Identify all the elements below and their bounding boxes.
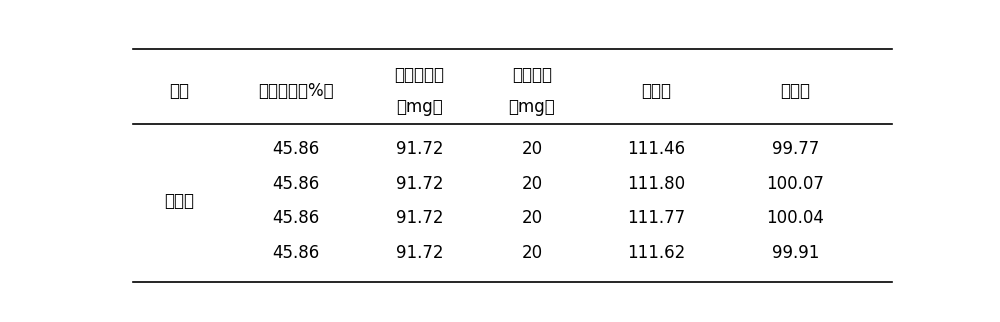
Text: 测定量: 测定量 <box>641 82 671 100</box>
Text: 45.86: 45.86 <box>272 209 319 227</box>
Text: 45.86: 45.86 <box>272 244 319 262</box>
Text: 20: 20 <box>521 175 542 193</box>
Text: 111.80: 111.80 <box>627 175 685 193</box>
Text: 99.91: 99.91 <box>772 244 819 262</box>
Text: 100.04: 100.04 <box>766 209 824 227</box>
Text: 45.86: 45.86 <box>272 140 319 158</box>
Text: 20: 20 <box>521 244 542 262</box>
Text: 111.62: 111.62 <box>627 244 685 262</box>
Text: （mg）: （mg） <box>509 98 555 116</box>
Text: 91.72: 91.72 <box>396 244 443 262</box>
Text: 试样: 试样 <box>169 82 189 100</box>
Text: （mg）: （mg） <box>396 98 443 116</box>
Text: 试样含碲（%）: 试样含碲（%） <box>258 82 333 100</box>
Text: 111.77: 111.77 <box>627 209 685 227</box>
Text: 试样含碲量: 试样含碲量 <box>394 66 444 84</box>
Text: 99.77: 99.77 <box>772 140 819 158</box>
Text: 回收率: 回收率 <box>780 82 810 100</box>
Text: 91.72: 91.72 <box>396 209 443 227</box>
Text: 91.72: 91.72 <box>396 175 443 193</box>
Text: 45.86: 45.86 <box>272 175 319 193</box>
Text: 111.46: 111.46 <box>627 140 685 158</box>
Text: 20: 20 <box>521 209 542 227</box>
Text: 加入碲量: 加入碲量 <box>512 66 552 84</box>
Text: 91.72: 91.72 <box>396 140 443 158</box>
Text: 20: 20 <box>521 140 542 158</box>
Text: 试样二: 试样二 <box>164 192 194 210</box>
Text: 100.07: 100.07 <box>766 175 824 193</box>
